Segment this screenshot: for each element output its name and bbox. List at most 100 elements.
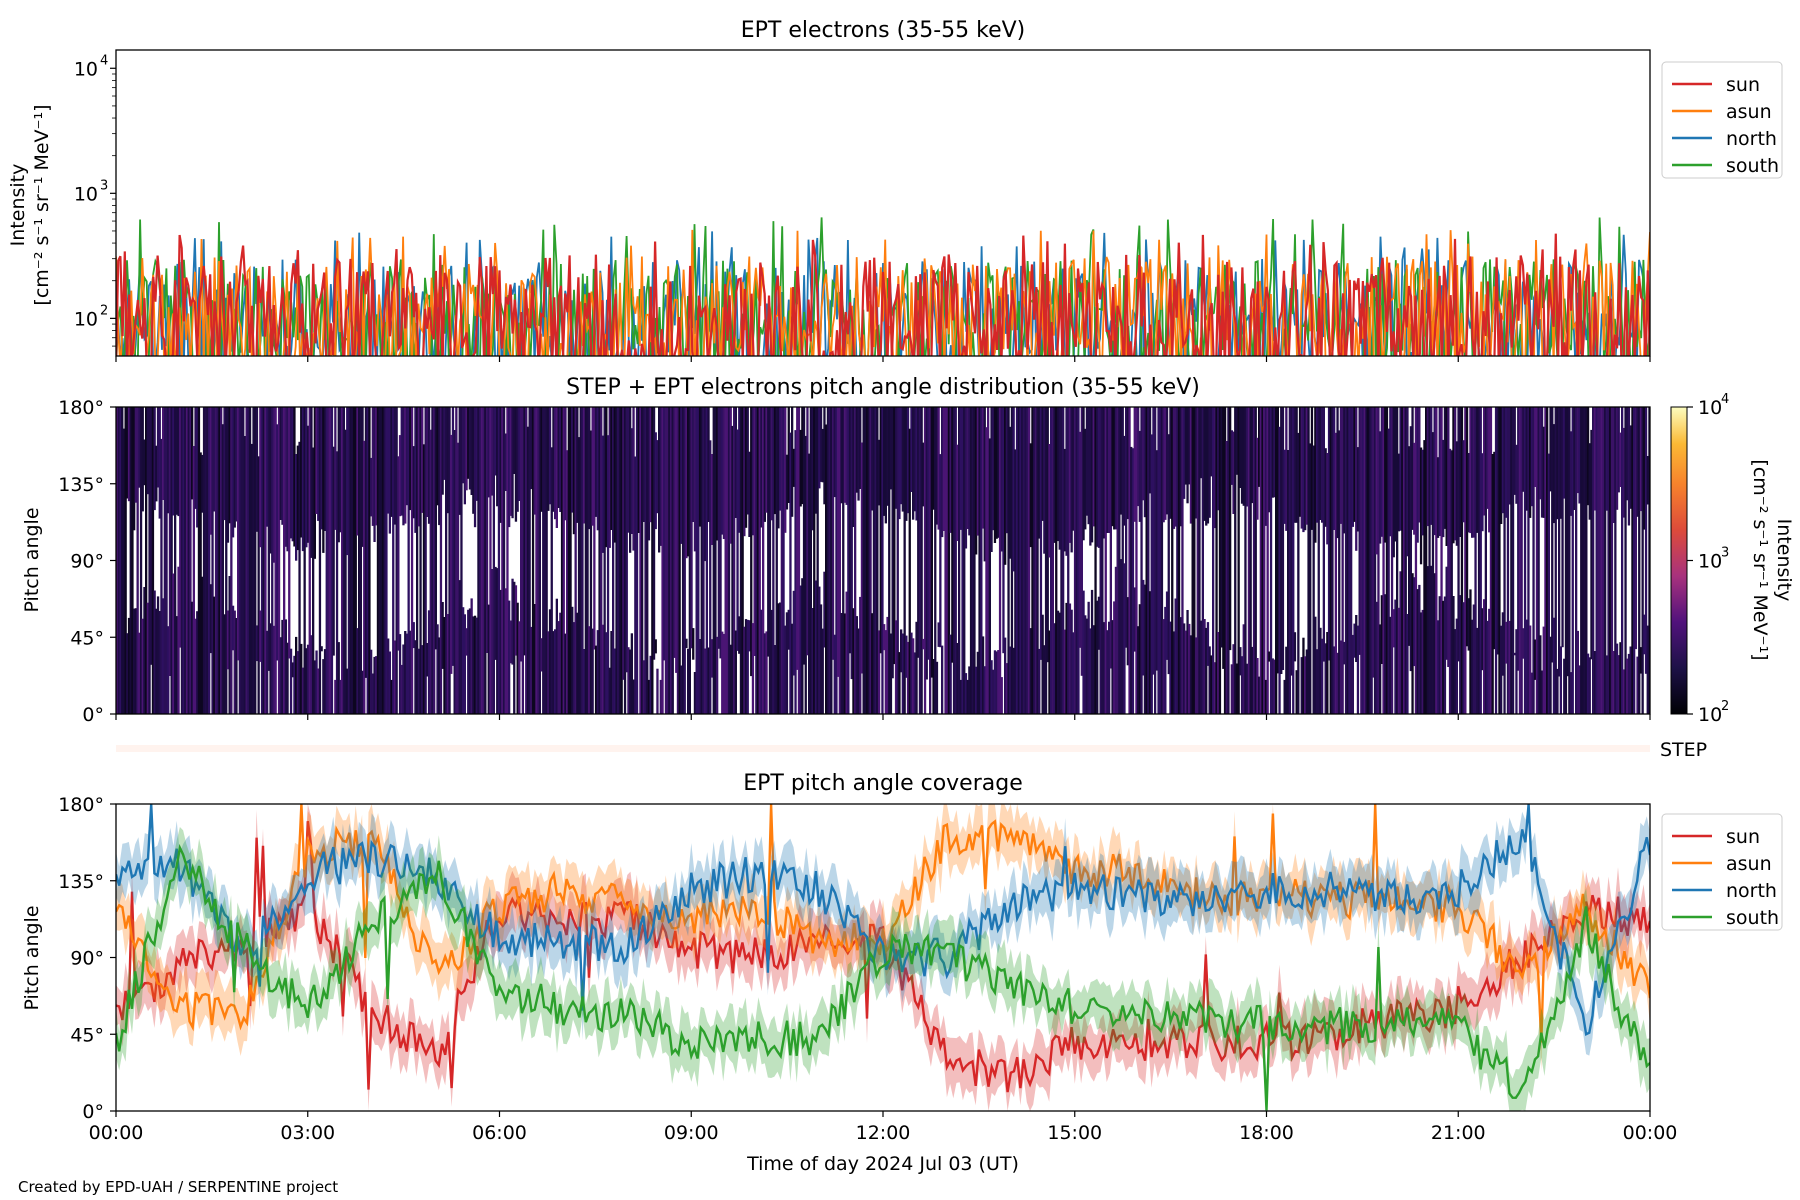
panel-pitch-distribution: STEP + EPT electrons pitch angle distrib… [21, 375, 1795, 726]
heat-cell [675, 407, 678, 673]
heat-cell [692, 407, 695, 522]
heat-cell [1203, 619, 1206, 714]
heat-cell [647, 679, 651, 714]
legend-label-asun: asun [1726, 853, 1772, 875]
heat-cell [964, 673, 968, 714]
heat-cell [871, 613, 874, 714]
heat-cell [494, 407, 497, 476]
heat-cell [1036, 407, 1039, 714]
heat-cell [1634, 407, 1637, 650]
heat-cell [1133, 407, 1136, 522]
heat-cell [531, 407, 535, 714]
x-axis-label: Time of day 2024 Jul 03 (UT) [746, 1153, 1019, 1175]
heat-cell [618, 407, 622, 714]
heat-cell [1183, 623, 1186, 714]
legend-label-north: north [1726, 880, 1777, 902]
heat-cell [959, 407, 962, 530]
heat-cell [233, 610, 236, 714]
heat-cell [1605, 655, 1608, 714]
heat-cell [1442, 439, 1445, 538]
heat-cell [1165, 407, 1169, 515]
heat-cell [182, 407, 185, 714]
heat-cell [630, 428, 633, 534]
heat-cell [344, 429, 347, 714]
heat-cell [491, 407, 494, 496]
heat-cell [572, 407, 576, 535]
heat-cell [1418, 407, 1421, 523]
heat-cell [871, 407, 874, 511]
heat-cell [1569, 672, 1573, 714]
heat-cell [995, 407, 998, 539]
heat-cell [1511, 407, 1515, 714]
heat-cell [296, 651, 299, 714]
heat-cell [963, 407, 966, 714]
colorbar-tick-exponent: 3 [1721, 546, 1729, 561]
heat-cell [400, 664, 403, 714]
heat-cell [1416, 407, 1419, 543]
heat-cell [441, 602, 444, 669]
heat-cell [700, 407, 703, 714]
heat-cell [693, 672, 697, 714]
heat-cell [1540, 670, 1544, 714]
heat-cell [191, 407, 194, 500]
heat-cell [833, 634, 836, 714]
heat-cell [819, 604, 823, 714]
heat-cell [511, 578, 514, 665]
colorbar-unit: [cm⁻² s⁻¹ sr⁻¹ MeV⁻¹] [1749, 459, 1771, 660]
heat-cell [368, 407, 371, 714]
heat-cell [1481, 453, 1484, 532]
heat-cell [571, 407, 574, 513]
heat-cell [886, 407, 889, 506]
heat-cell [1288, 407, 1291, 714]
heat-cell [564, 407, 567, 521]
heat-cell [240, 407, 243, 714]
heat-cell [491, 569, 494, 714]
heat-cell [905, 407, 908, 521]
heat-cell [296, 445, 299, 551]
heat-cell [248, 407, 252, 714]
heat-cell [189, 407, 192, 714]
heat-cell [995, 651, 998, 714]
heat-cell [1012, 407, 1015, 572]
heat-cell [900, 407, 903, 505]
heat-cell [869, 407, 872, 714]
heat-cell [1031, 407, 1034, 714]
heat-cell [1268, 651, 1271, 662]
heat-cell [1379, 431, 1382, 544]
heat-cell [1537, 407, 1540, 714]
heat-cell [518, 621, 521, 714]
heat-cell [1063, 629, 1066, 714]
heat-cell [1143, 584, 1147, 714]
heat-cell [228, 576, 231, 714]
heat-cell [1627, 407, 1631, 526]
heat-cell [1483, 407, 1486, 516]
heat-cell [218, 407, 221, 714]
heat-cell [1525, 619, 1528, 714]
heat-cell [722, 633, 726, 714]
heat-cell [1544, 407, 1547, 714]
heat-cell [1360, 407, 1363, 714]
legend-box [1661, 61, 1783, 179]
heat-cell [1389, 407, 1392, 537]
heat-cell [594, 407, 598, 517]
heat-cell [722, 407, 726, 539]
heat-cell [501, 407, 504, 714]
heat-cell [1259, 407, 1262, 714]
heat-cell [835, 407, 838, 714]
heat-cell [623, 407, 627, 714]
heat-cell [436, 624, 439, 714]
heat-cell [1564, 407, 1568, 714]
heat-cell [1015, 407, 1019, 714]
heat-cell [1229, 407, 1232, 651]
heat-cell [272, 625, 276, 714]
heat-cell [1268, 407, 1271, 513]
heat-cell [1092, 625, 1095, 714]
heat-cell [1583, 407, 1586, 714]
heat-cell [184, 407, 187, 714]
heat-cell [133, 407, 136, 531]
heat-cell [1240, 656, 1244, 714]
coverage-line-asun [116, 804, 1650, 1043]
heat-cell [506, 407, 509, 714]
heat-cell [405, 633, 409, 714]
heat-cell [1273, 407, 1276, 498]
